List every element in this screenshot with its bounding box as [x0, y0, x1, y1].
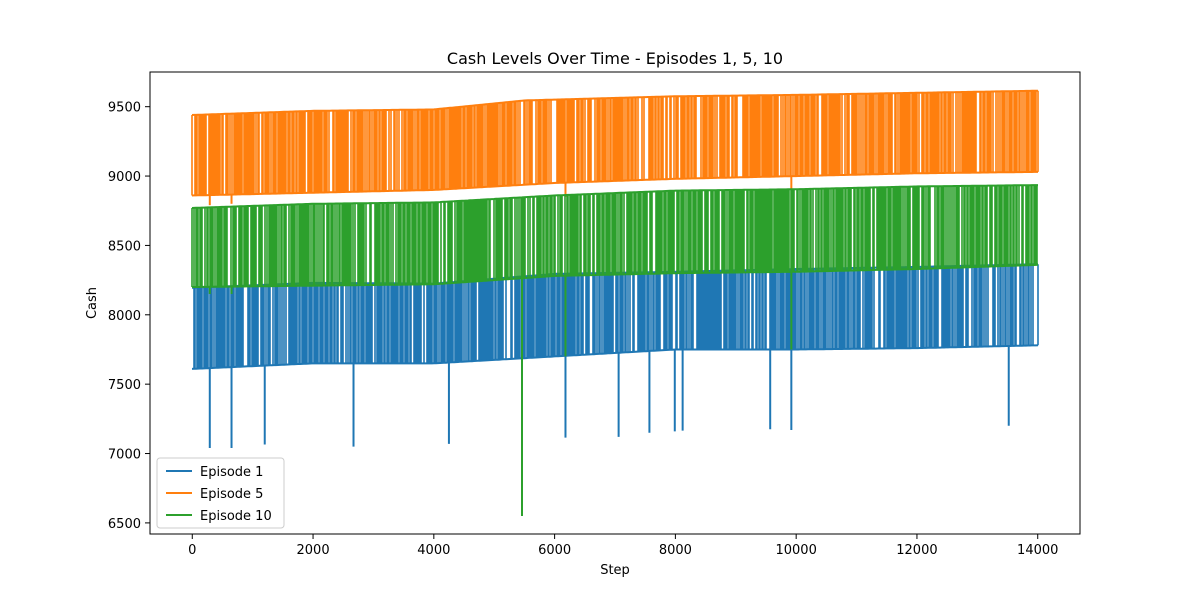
series-band	[191, 185, 1038, 287]
legend-label: Episode 1	[200, 465, 263, 480]
x-tick-label: 0	[188, 543, 196, 558]
series-lower-envelope	[191, 344, 1039, 370]
series-band	[193, 264, 1039, 369]
legend-label: Episode 5	[200, 487, 263, 502]
x-axis: 0 2000 4000 6000 8000 10000 12000 14000	[188, 534, 1058, 558]
chart-title: Cash Levels Over Time - Episodes 1, 5, 1…	[447, 49, 783, 68]
x-tick-label: 14000	[1017, 543, 1058, 558]
legend: Episode 1 Episode 5 Episode 10	[156, 457, 285, 529]
series-episode-5	[191, 89, 1039, 206]
series-episode-10	[191, 184, 1039, 516]
y-tick-label: 7500	[108, 378, 141, 393]
x-tick-label: 2000	[297, 543, 330, 558]
legend-label: Episode 10	[200, 509, 272, 524]
y-axis: 6500 7000 7500 8000 8500 9000 9500	[108, 101, 150, 532]
y-tick-label: 9000	[108, 170, 141, 185]
y-tick-label: 7000	[108, 448, 141, 463]
y-tick-label: 9500	[108, 101, 141, 116]
series-episode-1	[191, 263, 1039, 448]
y-axis-label: Cash	[85, 287, 100, 319]
x-tick-label: 10000	[775, 543, 816, 558]
series-upper-envelope	[191, 89, 1039, 116]
plot-frame	[149, 71, 1081, 535]
x-tick-label: 8000	[659, 543, 692, 558]
y-tick-label: 6500	[108, 517, 141, 532]
x-tick-label: 12000	[896, 543, 937, 558]
series-upper-envelope	[191, 184, 1038, 209]
series-lower-envelope	[191, 170, 1038, 197]
x-axis-label: Step	[600, 563, 630, 578]
y-tick-label: 8500	[108, 239, 141, 254]
legend-box	[156, 457, 285, 529]
series-band	[191, 90, 1039, 196]
plot-area	[191, 89, 1039, 516]
x-tick-label: 6000	[538, 543, 571, 558]
series-lower-envelope	[192, 263, 1039, 288]
x-tick-label: 4000	[417, 543, 450, 558]
y-tick-label: 8000	[108, 309, 141, 324]
